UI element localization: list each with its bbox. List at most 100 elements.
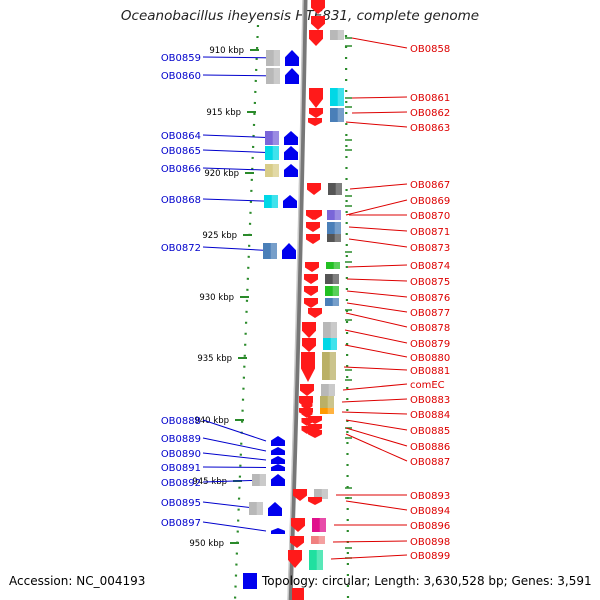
forward-gene-label: OB0892	[161, 478, 201, 489]
cog-box	[312, 518, 326, 532]
cog-box-shade	[272, 131, 279, 145]
reverse-gene-label: OB0877	[410, 308, 450, 319]
reverse-gene-label: OB0899	[410, 551, 450, 562]
cog-box-shade	[318, 536, 325, 544]
cog-box	[264, 195, 278, 208]
reverse-gene-label: OB0885	[410, 426, 450, 437]
cog-box	[266, 50, 280, 66]
scale-label: 925 kbp	[202, 231, 237, 241]
reverse-gene-label: OB0869	[410, 196, 450, 207]
forward-gene-arrow	[271, 474, 285, 486]
reverse-gene-arrow	[301, 410, 313, 418]
cog-box	[325, 286, 339, 296]
cog-box-shade	[256, 502, 263, 515]
outer-dotted-track	[344, 34, 350, 600]
cog-box	[265, 131, 279, 145]
reverse-gene-label: OB0873	[410, 243, 450, 254]
cog-box	[325, 298, 339, 306]
cog-box	[322, 352, 336, 380]
cog-box	[330, 30, 344, 40]
reverse-gene-arrow	[307, 183, 321, 195]
cog-box	[330, 108, 344, 122]
cog-box	[320, 408, 334, 414]
reverse-gene-arrow	[301, 402, 313, 410]
forward-gene-arrow	[282, 243, 296, 259]
reverse-leader-line	[344, 344, 408, 358]
reverse-gene-arrow	[308, 497, 322, 505]
cog-box-shade	[273, 50, 280, 66]
cog-box-shade	[334, 234, 341, 242]
cog-box-shade	[271, 195, 278, 208]
cog-box-shade	[319, 518, 326, 532]
reverse-gene-arrow	[306, 210, 320, 220]
cog-box-shade	[321, 489, 328, 499]
reverse-leader-line	[345, 419, 408, 431]
reverse-gene-label: comEC	[410, 380, 445, 391]
cog-box-shade	[328, 384, 335, 396]
reverse-gene-arrow	[308, 308, 322, 318]
reverse-gene-label: OB0898	[410, 537, 450, 548]
reverse-leader-line	[349, 183, 408, 190]
forward-leader-line	[202, 437, 267, 452]
scale-label: 910 kbp	[209, 46, 244, 56]
reverse-leader-line	[346, 302, 408, 313]
forward-gene-label: OB0897	[161, 518, 201, 529]
cog-box	[325, 274, 339, 284]
cog-box	[266, 68, 280, 84]
scale-label: 915 kbp	[206, 108, 241, 118]
reverse-gene-arrow	[306, 234, 320, 244]
cog-box	[311, 536, 325, 544]
forward-gene-arrow	[285, 68, 299, 84]
cog-box	[320, 396, 334, 408]
map-title: Oceanobacillus iheyensis HTE831, complet…	[120, 8, 480, 24]
reverse-leader-line	[345, 199, 408, 216]
reverse-leader-line	[345, 427, 408, 447]
reverse-gene-label: OB0858	[410, 44, 450, 55]
cog-box	[330, 88, 344, 106]
reverse-leader-line	[351, 96, 408, 99]
cog-box	[321, 384, 335, 396]
reverse-gene-arrow	[306, 222, 320, 232]
reverse-gene-label: OB0861	[410, 93, 450, 104]
reverse-leader-line	[345, 312, 408, 328]
forward-gene-label: OB0860	[161, 71, 201, 82]
reverse-gene-label: OB0887	[410, 457, 450, 468]
cog-box	[265, 164, 279, 177]
forward-gene-arrow	[268, 502, 282, 516]
reverse-gene-label: OB0878	[410, 323, 450, 334]
reverse-leader-line	[343, 366, 408, 371]
reverse-leader-line	[347, 264, 408, 268]
accession-label: Accession: NC_004193	[9, 574, 146, 588]
reverse-gene-label: OB0880	[410, 353, 450, 364]
cog-box-shade	[329, 352, 336, 380]
reverse-leader-line	[344, 329, 408, 344]
forward-gene-label: OB0889	[161, 434, 201, 445]
reverse-gene-arrow	[309, 88, 323, 108]
cog-box-shade	[332, 298, 339, 306]
cog-box-shade	[334, 210, 341, 220]
scale-label: 950 kbp	[189, 539, 224, 549]
reverse-gene-label: OB0875	[410, 277, 450, 288]
reverse-leader-line	[345, 433, 408, 462]
forward-gene-arrow	[284, 164, 298, 177]
reverse-gene-arrow	[301, 418, 313, 426]
reverse-gene-arrow	[308, 430, 322, 438]
reverse-gene-label: OB0879	[410, 339, 450, 350]
forward-gene-label: OB0891	[161, 463, 201, 474]
reverse-gene-arrow	[291, 518, 305, 532]
forward-gene-arrow	[271, 447, 285, 455]
reverse-leader-line	[341, 398, 408, 403]
reverse-leader-line	[341, 411, 408, 415]
cog-box-shade	[337, 30, 344, 40]
cog-box	[328, 183, 342, 195]
forward-gene-arrow	[283, 195, 297, 208]
reverse-gene-label: OB0894	[410, 506, 450, 517]
genome-backbone	[287, 0, 308, 600]
inner-dotted-track	[233, 24, 260, 600]
reverse-gene-label: OB0863	[410, 123, 450, 134]
cog-box-shade	[332, 286, 339, 296]
cog-box-shade	[272, 146, 279, 160]
cog-box	[314, 489, 328, 499]
forward-leader-line	[202, 452, 267, 461]
